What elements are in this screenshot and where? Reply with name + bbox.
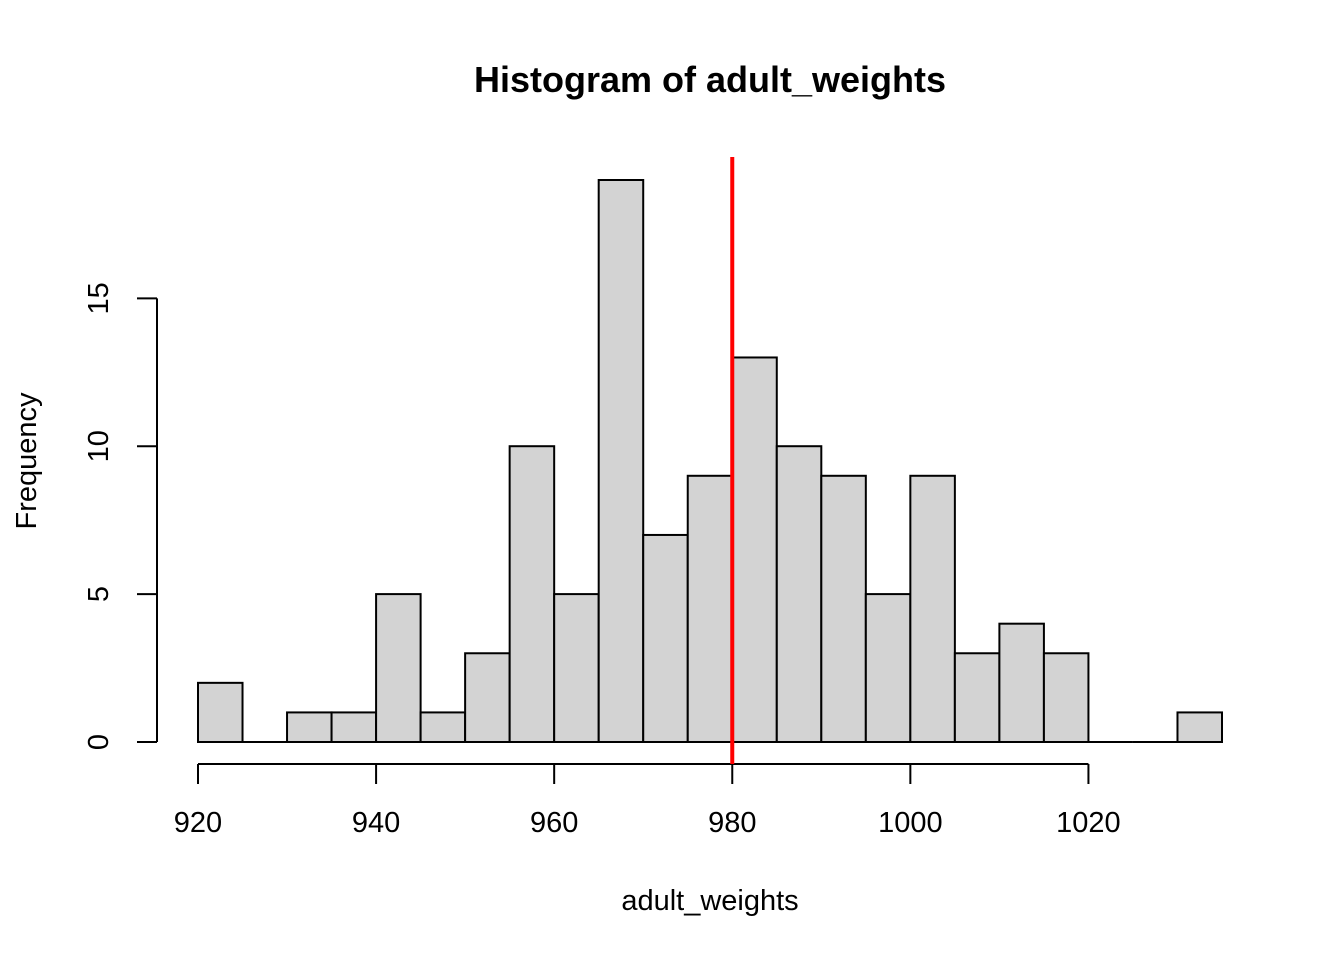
- histogram-bar: [508, 445, 556, 743]
- histogram-bar: [286, 711, 333, 744]
- histogram-bar: [686, 474, 734, 743]
- histogram-bar: [1176, 711, 1224, 744]
- histogram-bar: [375, 593, 422, 744]
- histogram-bar: [909, 474, 956, 743]
- histogram-bar: [553, 593, 600, 744]
- histogram-bar: [642, 533, 689, 744]
- axes-layer: 920 940 960 980 1000 1020 0 5 10 15: [83, 282, 1121, 839]
- x-tick-label: 960: [530, 807, 578, 839]
- x-tick-label: 980: [708, 807, 756, 839]
- x-tick-label: 920: [174, 807, 222, 839]
- histogram-bar: [330, 711, 378, 744]
- histogram-bar: [197, 681, 244, 743]
- histogram-bar: [820, 474, 867, 743]
- histogram-bar: [1042, 652, 1090, 744]
- x-tick-label: 1020: [1056, 807, 1121, 839]
- histogram-bar: [953, 652, 1001, 744]
- histogram-bar: [775, 445, 823, 743]
- y-tick-label: 15: [83, 282, 115, 314]
- histogram-bar: [419, 711, 467, 744]
- y-tick-label: 10: [83, 430, 115, 462]
- y-tick-label: 0: [83, 734, 115, 750]
- bars-layer: [197, 179, 1224, 744]
- histogram-bar: [864, 593, 912, 744]
- histogram-bar: [998, 622, 1045, 743]
- chart-title: Histogram of adult_weights: [474, 59, 946, 100]
- x-tick-label: 940: [352, 807, 400, 839]
- y-tick-label: 5: [83, 586, 115, 602]
- y-axis-label: Frequency: [11, 392, 43, 530]
- x-tick-label: 1000: [878, 807, 943, 839]
- histogram-bar: [731, 356, 778, 743]
- histogram-bar: [464, 652, 511, 744]
- histogram-bar: [597, 179, 645, 743]
- x-axis-label: adult_weights: [621, 885, 798, 917]
